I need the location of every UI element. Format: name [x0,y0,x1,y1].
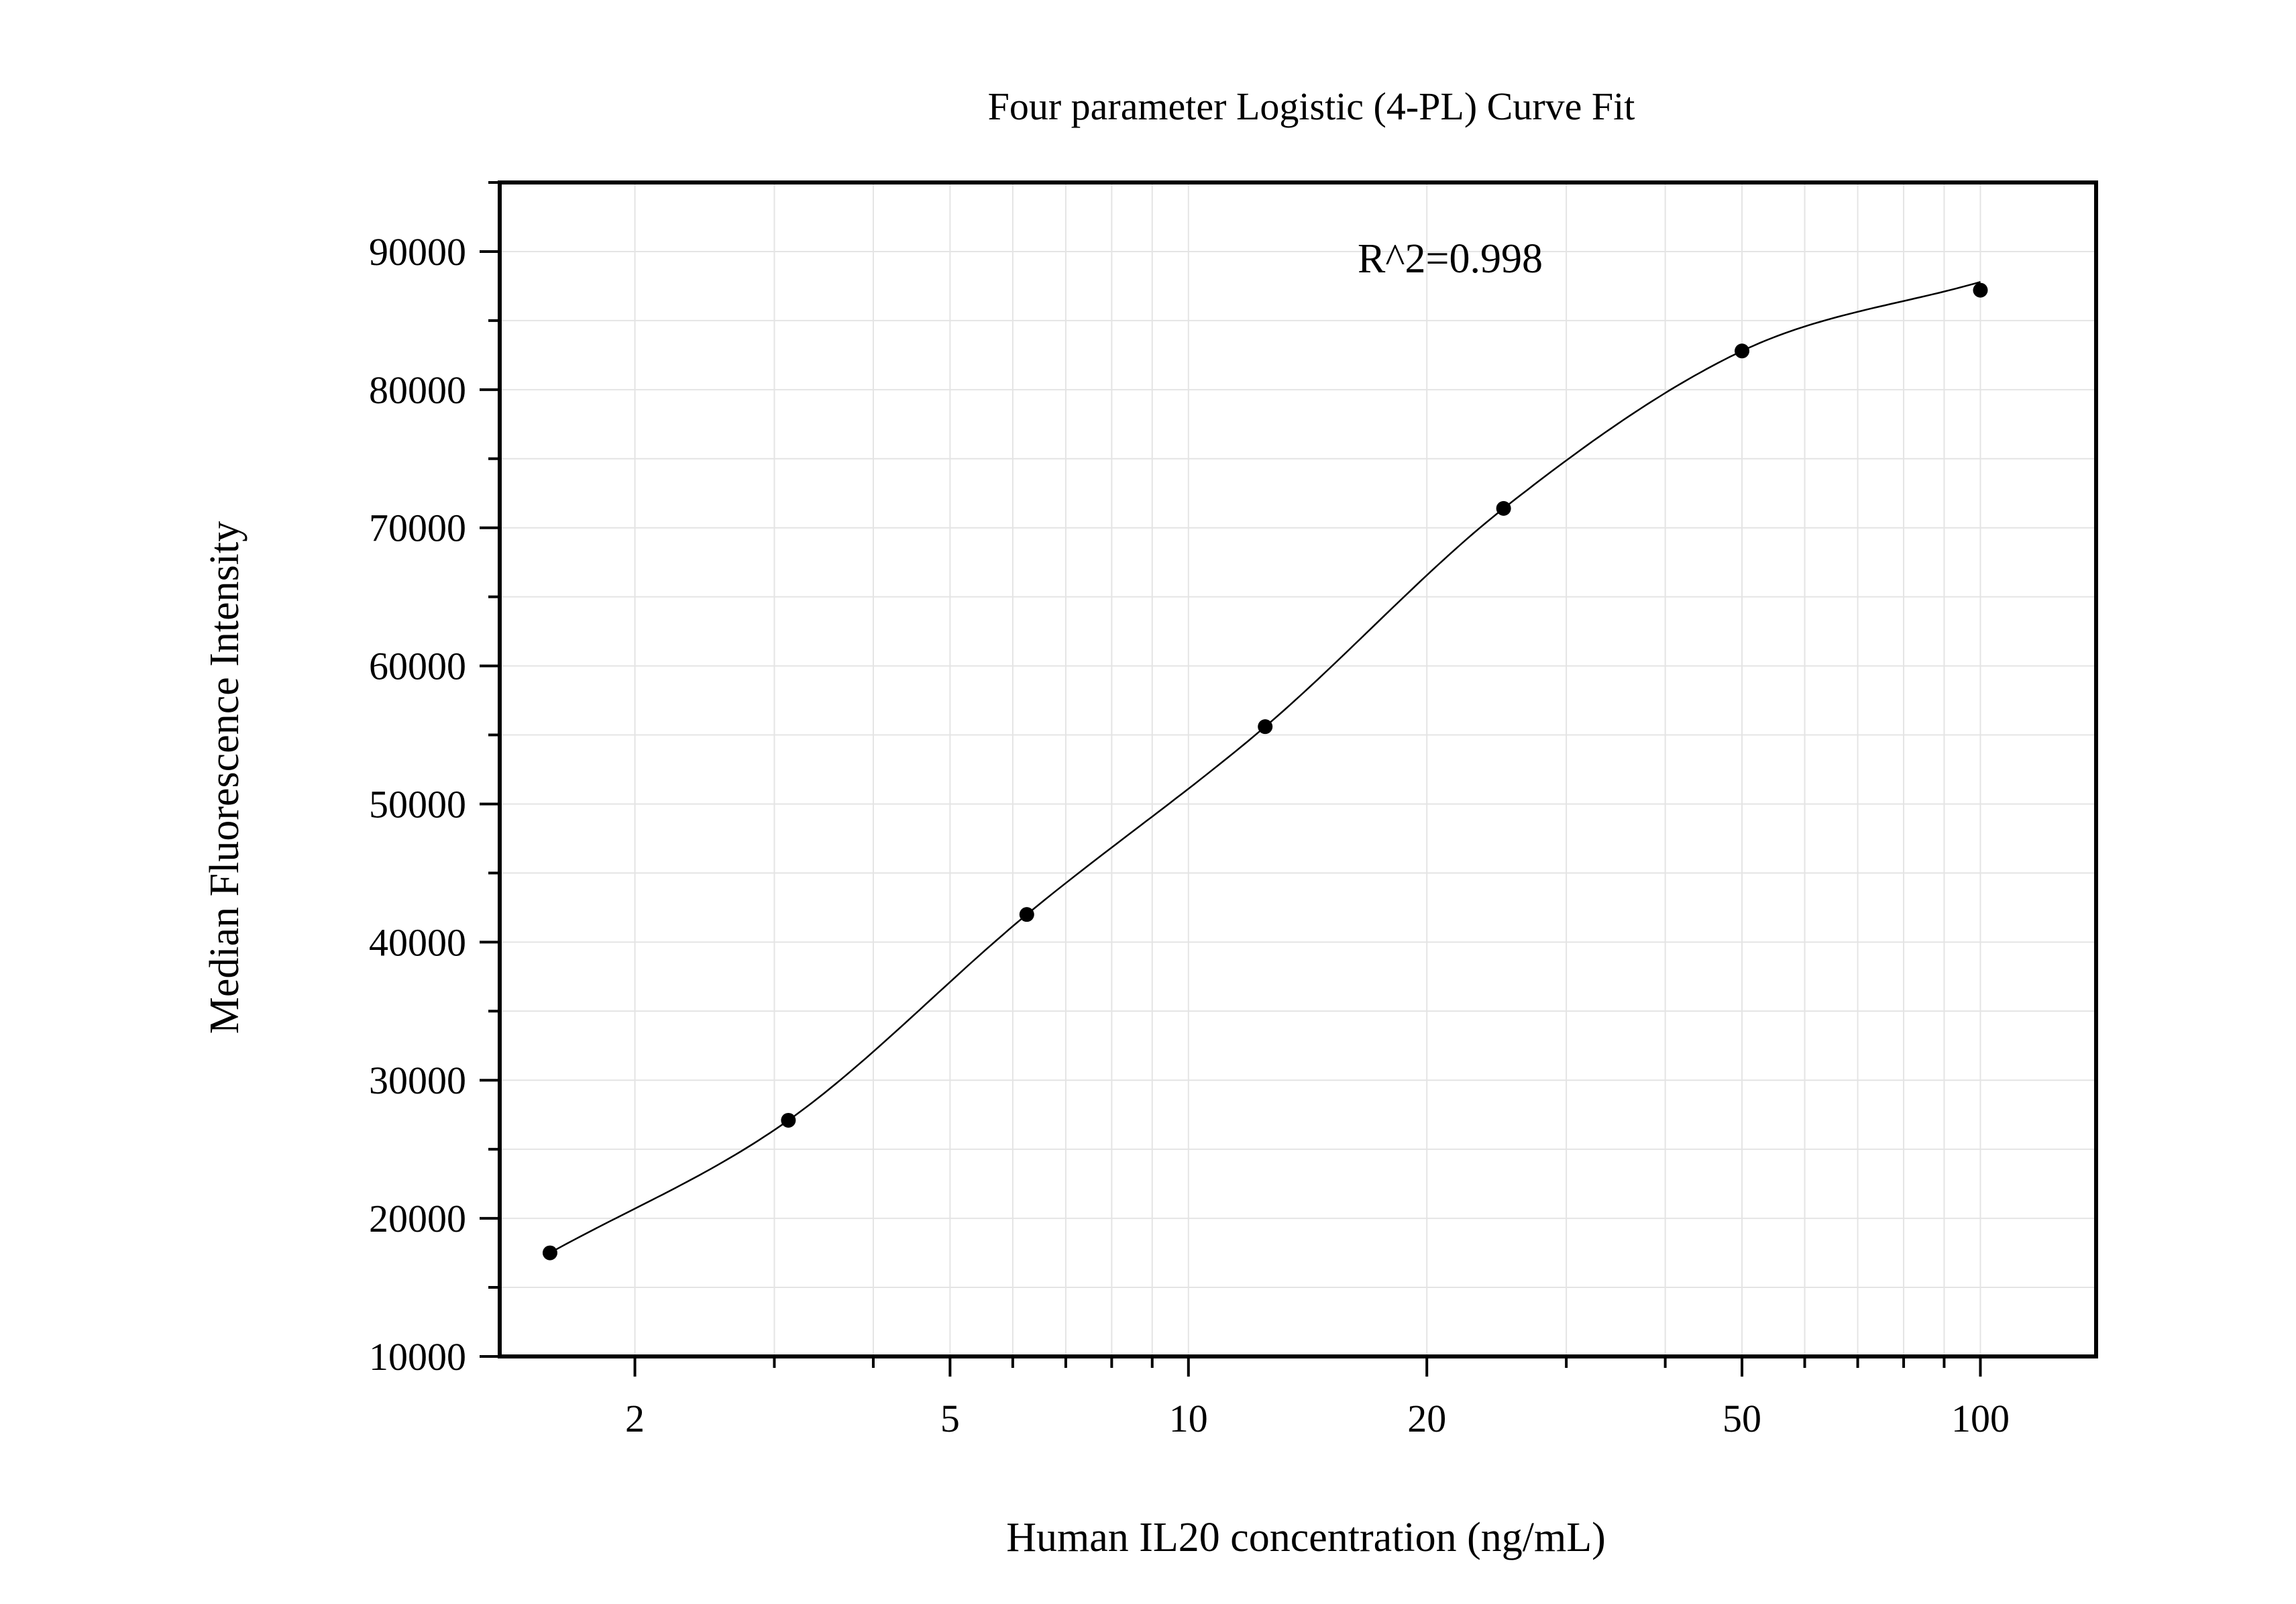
x-tick-label: 100 [1951,1397,2010,1440]
x-axis-label: Human IL20 concentration (ng/mL) [1006,1515,1606,1560]
fit-curve [549,281,1981,1254]
fit-curve-layer [549,281,1981,1254]
x-tick-label: 10 [1169,1397,1208,1440]
y-tick-label: 70000 [369,506,466,550]
data-point [1973,282,1988,298]
y-tick-label: 30000 [369,1059,466,1102]
x-tick-label: 2 [625,1397,645,1440]
y-tick-label: 10000 [369,1335,466,1379]
grid-lines [500,182,2096,1357]
data-point [1496,500,1511,516]
y-axis-label: Median Fluorescence Intensity [202,521,248,1034]
plot-frame [498,180,2098,1358]
data-point [1735,343,1750,359]
data-point [781,1112,796,1128]
y-tick-label: 50000 [369,782,466,826]
data-points [542,282,1988,1261]
data-point [1019,907,1034,922]
r-squared-annotation: R^2=0.998 [1358,236,1543,282]
data-point [542,1245,557,1261]
y-tick-label: 20000 [369,1197,466,1240]
data-point [1258,719,1273,735]
tick-labels: 2 5 10 20 50 100 10000 20000 30000 40000 50000 6000… [369,230,2010,1440]
y-tick-label: 40000 [369,920,466,964]
x-tick-label: 20 [1407,1397,1446,1440]
axis-ticks [480,181,1982,1377]
x-tick-label: 50 [1723,1397,1761,1440]
chart-title: Four parameter Logistic (4-PL) Curve Fit [988,85,1635,128]
y-tick-label: 90000 [369,230,466,274]
x-tick-label: 5 [940,1397,960,1440]
y-tick-label: 80000 [369,368,466,412]
y-tick-label: 60000 [369,645,466,688]
